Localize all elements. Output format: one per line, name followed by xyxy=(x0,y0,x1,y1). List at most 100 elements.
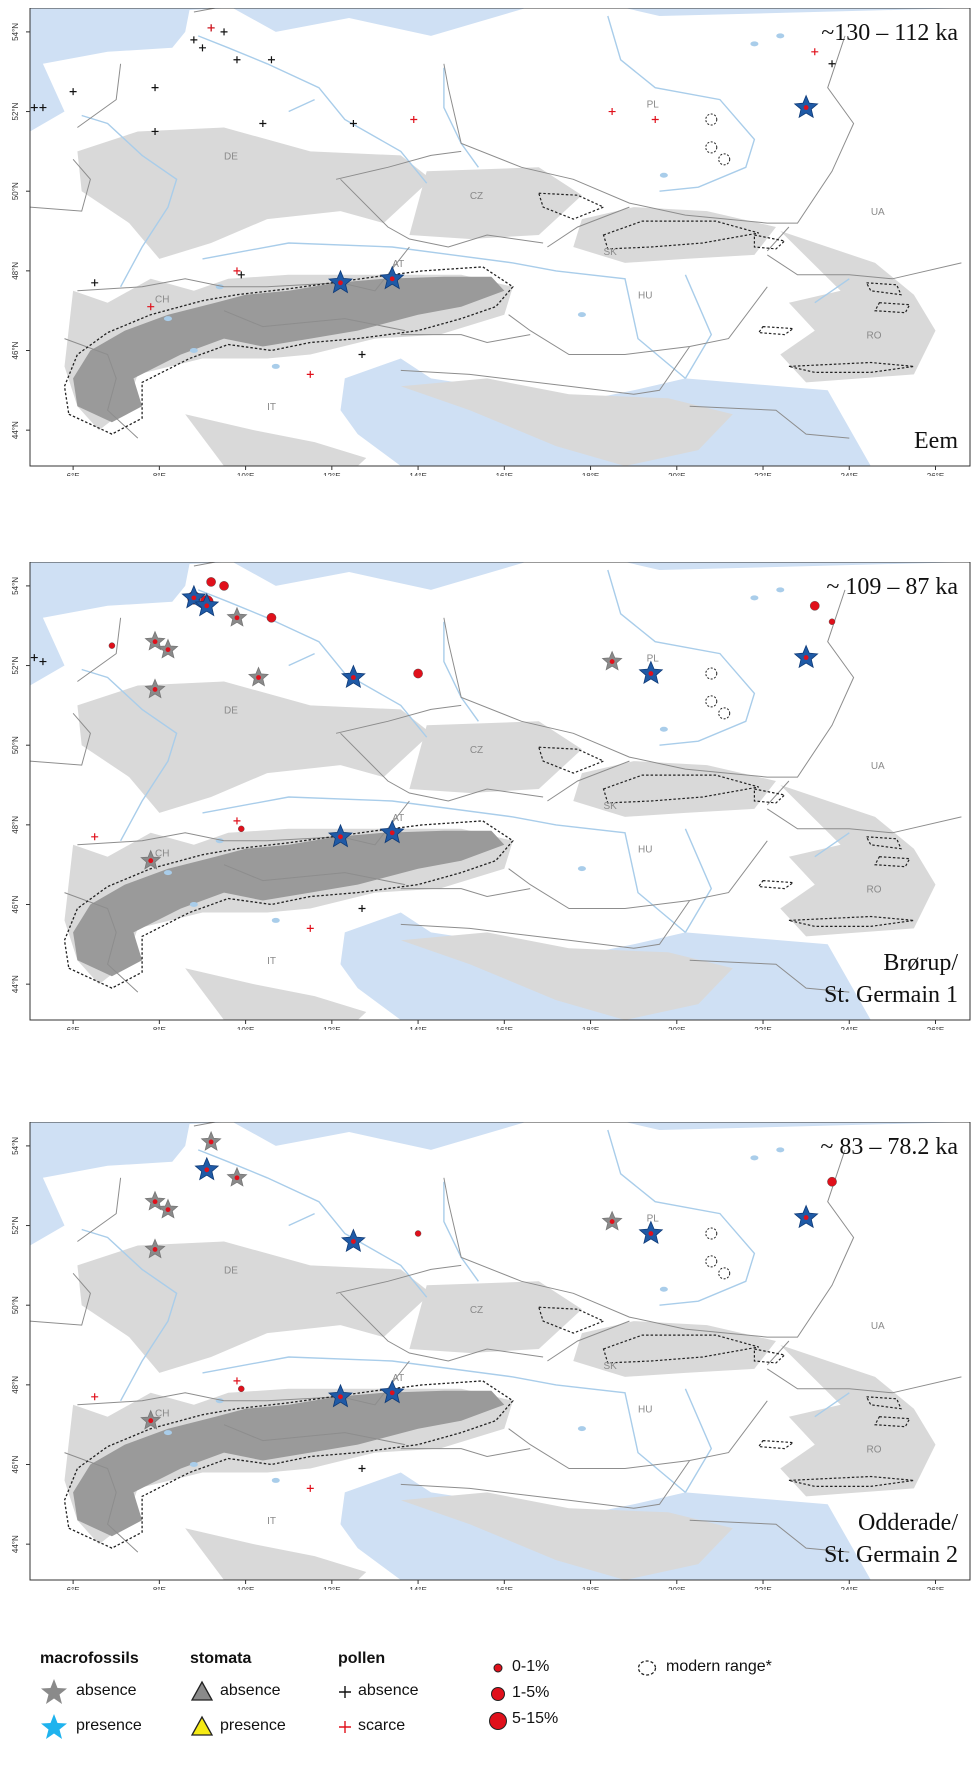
country-label-de: DE xyxy=(224,1265,238,1276)
uplands-relief xyxy=(573,761,776,817)
country-label-sk: SK xyxy=(603,801,617,812)
pollen-dot-mid xyxy=(413,668,423,679)
country-label-ro: RO xyxy=(867,331,882,342)
large-red-dot-icon xyxy=(489,1712,507,1730)
country-label-pl: PL xyxy=(647,1214,660,1225)
river xyxy=(81,668,178,842)
modern-range-site xyxy=(718,1267,731,1280)
country-label-ua: UA xyxy=(871,207,885,218)
country-label-de: DE xyxy=(224,151,238,162)
country-border xyxy=(193,562,219,567)
site-center-dot xyxy=(234,1175,240,1181)
modern-range-site xyxy=(705,141,718,154)
modern-range-site xyxy=(705,667,718,680)
pollen-absence-cross xyxy=(237,271,245,279)
river xyxy=(81,114,178,288)
lon-tick-label: 12°E xyxy=(323,472,340,476)
river xyxy=(202,796,686,933)
site-center-dot xyxy=(648,671,654,676)
country-border xyxy=(508,286,768,355)
lon-tick-label: 6°E xyxy=(67,472,80,476)
map-canvas: PL DE CZ UA SK AT HU CH RO IT 54°N 52°N 50°N 48°N 46°N… xyxy=(11,1122,971,1590)
site-center-dot xyxy=(338,280,343,286)
country-border xyxy=(30,1272,91,1326)
lat-tick-label: 48°N xyxy=(11,816,20,834)
country-border xyxy=(689,959,850,993)
legend-stomata-presence: presence xyxy=(220,1717,286,1734)
pollen-absence-cross xyxy=(30,104,38,112)
lon-tick-label: 22°E xyxy=(754,472,771,476)
lake xyxy=(271,1477,280,1483)
lake xyxy=(577,866,586,872)
uplands-relief xyxy=(573,1321,776,1377)
grey-triangle-icon xyxy=(190,1680,214,1701)
lake xyxy=(163,1430,172,1436)
lon-tick-label: 18°E xyxy=(582,472,599,476)
map-panel-odderade: PL DE CZ UA SK AT HU CH RO IT 54°N 52°N 50°N 48°N 46°N… xyxy=(0,1122,974,1590)
country-border xyxy=(767,1368,962,1394)
site-center-dot xyxy=(152,639,158,645)
legend-stomata-absence: absence xyxy=(220,1682,281,1699)
country-border xyxy=(767,254,962,280)
country-border xyxy=(547,1320,630,1362)
site-center-dot xyxy=(648,1231,654,1236)
pollen-scarce-cross xyxy=(608,108,616,116)
country-border xyxy=(77,1177,122,1242)
pollen-absence-cross xyxy=(69,88,77,96)
yellow-triangle-icon xyxy=(190,1715,214,1736)
country-border xyxy=(77,617,122,682)
site-center-dot xyxy=(350,675,356,680)
modern-range-outline xyxy=(757,879,795,890)
period-label: ~ 83 – 78.2 ka xyxy=(820,1134,958,1160)
legend-pct-mid: 1-5% xyxy=(512,1684,550,1701)
country-border xyxy=(64,1452,139,1553)
modern-range-site xyxy=(705,113,718,126)
lake xyxy=(776,1147,785,1153)
site-center-dot xyxy=(338,1394,343,1400)
lon-tick-label: 16°E xyxy=(496,1026,513,1030)
country-label-de: DE xyxy=(224,705,238,716)
lake xyxy=(163,316,172,322)
pollen-scarce-cross xyxy=(306,924,314,932)
river xyxy=(288,652,315,667)
lat-tick-label: 44°N xyxy=(11,421,20,439)
lon-tick-label: 20°E xyxy=(668,472,685,476)
legend-pollen-absence: absence xyxy=(358,1682,419,1699)
black-cross-icon xyxy=(339,1686,351,1698)
lat-tick-label: 52°N xyxy=(11,656,20,674)
country-border xyxy=(223,1424,406,1446)
lon-tick-label: 10°E xyxy=(237,1586,254,1590)
lon-tick-label: 24°E xyxy=(841,472,858,476)
pollen-absence-cross xyxy=(190,36,198,44)
modern-range-outline xyxy=(874,302,911,314)
river xyxy=(197,35,428,184)
country-label-at: AT xyxy=(392,1373,404,1384)
country-border xyxy=(193,8,219,13)
uplands-relief xyxy=(77,127,432,259)
lon-tick-label: 8°E xyxy=(153,1586,166,1590)
stage-label: St. Germain 1 xyxy=(824,982,958,1008)
country-border xyxy=(443,1149,855,1338)
lon-tick-label: 18°E xyxy=(582,1026,599,1030)
country-label-ro: RO xyxy=(867,1445,882,1456)
map-panel-brorup: PL DE CZ UA SK AT HU CH RO IT 54°N 52°N 50°N 48°N 46°N… xyxy=(0,562,974,1030)
lake xyxy=(271,917,280,923)
uplands-relief xyxy=(409,1281,582,1353)
map-layers: PL DE CZ UA SK AT HU CH RO IT xyxy=(30,562,970,1020)
site-center-dot xyxy=(389,276,395,282)
alps-relief xyxy=(73,1390,505,1537)
lake xyxy=(271,363,280,369)
pollen-absence-cross xyxy=(220,28,228,36)
lat-tick-label: 50°N xyxy=(11,182,20,200)
site-center-dot xyxy=(204,603,210,609)
lake xyxy=(577,312,586,318)
country-label-it: IT xyxy=(267,956,276,967)
lon-tick-label: 20°E xyxy=(668,1026,685,1030)
country-border xyxy=(77,800,410,846)
country-label-hu: HU xyxy=(638,845,652,856)
site-center-dot xyxy=(204,1167,210,1173)
pollen-scarce-cross xyxy=(207,24,215,32)
lon-tick-label: 26°E xyxy=(927,472,944,476)
country-border xyxy=(508,840,768,909)
modern-range-site xyxy=(705,1227,718,1240)
